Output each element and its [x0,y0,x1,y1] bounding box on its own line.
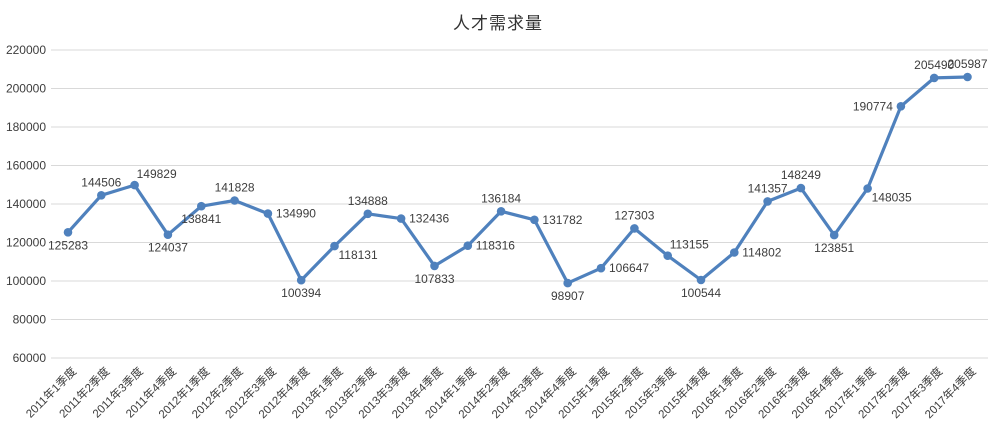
y-axis-tick-label: 160000 [6,159,46,173]
data-point-marker [630,224,639,233]
y-axis-tick-label: 220000 [6,43,46,57]
data-label: 144506 [81,175,121,189]
data-label: 138841 [181,212,221,226]
data-label: 123851 [814,241,854,255]
data-label: 107833 [414,272,454,286]
data-label: 134990 [276,207,316,221]
data-point-marker [163,230,173,239]
data-label: 134888 [348,194,388,208]
data-label: 113155 [670,238,709,252]
data-label: 124037 [148,241,188,255]
data-point-marker [496,207,506,216]
data-label: 131782 [542,213,582,227]
data-point-marker [396,214,406,223]
data-label: 148035 [872,191,912,205]
data-label: 136184 [481,191,521,205]
data-label: 149829 [137,167,177,181]
data-label: 118316 [476,239,515,253]
data-point-marker [296,275,306,285]
data-label: 141828 [215,181,255,195]
data-label: 127303 [614,208,654,222]
data-point-marker [363,209,373,219]
data-point-marker [97,191,106,200]
data-point-marker [197,201,206,211]
y-axis-tick-label: 180000 [6,120,46,134]
y-axis-tick-label: 100000 [6,274,46,288]
data-point-marker [330,241,339,251]
data-point-marker [863,184,872,193]
data-point-marker [763,197,772,206]
data-point-marker [963,72,972,82]
y-axis-tick-label: 80000 [13,313,47,327]
data-label: 98907 [551,289,585,303]
y-axis-tick-label: 60000 [13,351,47,365]
data-point-marker [63,228,73,237]
data-point-marker [696,275,706,285]
y-axis-tick-label: 120000 [6,236,46,250]
y-axis-tick-label: 200000 [6,82,46,96]
data-point-marker [896,102,906,111]
data-point-marker [596,263,606,273]
data-label: 100544 [681,286,721,300]
data-label: 114802 [742,246,781,260]
data-label: 148249 [781,168,821,182]
data-point-marker [263,209,273,218]
data-point-marker [663,251,672,260]
data-label: 205490 [914,58,954,72]
data-point-marker [430,261,439,271]
data-point-marker [829,230,839,240]
data-label: 106647 [609,261,649,275]
data-label: 125283 [48,238,88,252]
y-axis-tick-label: 140000 [6,197,46,211]
data-point-marker [130,180,139,190]
data-point-marker [730,248,739,257]
data-point-marker [563,278,572,288]
data-point-marker [230,196,239,205]
data-point-marker [463,241,473,250]
data-point-marker [929,73,939,83]
data-point-marker [530,215,539,225]
data-label: 190774 [853,99,893,113]
data-point-marker [796,183,806,193]
data-label: 100394 [281,286,321,300]
data-label: 132436 [409,212,449,226]
data-label: 205987 [947,57,987,71]
data-label: 118131 [339,248,378,262]
series-line [66,75,970,285]
data-label: 141357 [748,181,788,195]
